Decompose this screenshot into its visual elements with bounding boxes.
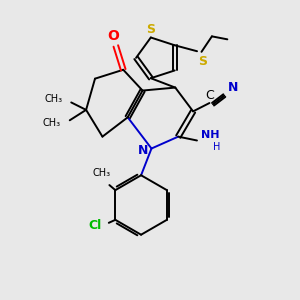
Text: Cl: Cl: [88, 219, 101, 232]
Text: S: S: [199, 55, 208, 68]
Text: S: S: [146, 23, 155, 36]
Text: CH₃: CH₃: [43, 118, 61, 128]
Text: C: C: [205, 88, 214, 102]
Text: NH: NH: [200, 130, 219, 140]
Text: N: N: [228, 80, 239, 94]
Text: H: H: [213, 142, 220, 152]
Text: CH₃: CH₃: [44, 94, 62, 104]
Text: O: O: [107, 29, 119, 43]
Text: CH₃: CH₃: [93, 168, 111, 178]
Text: N: N: [137, 143, 148, 157]
